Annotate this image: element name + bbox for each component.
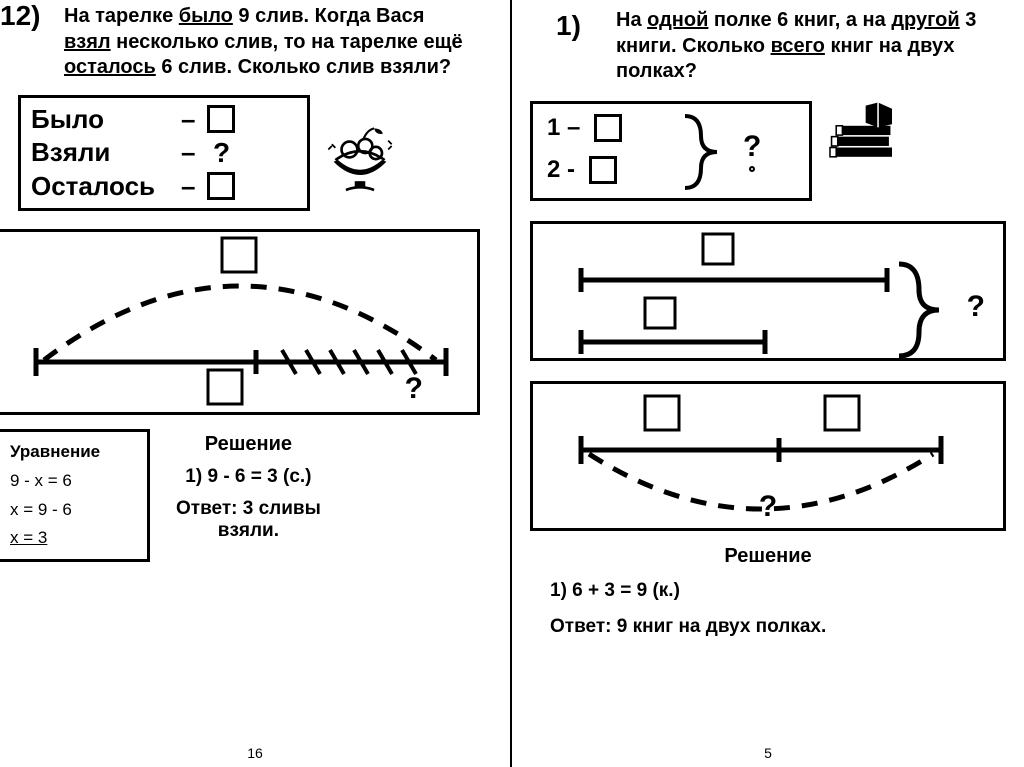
left-page: 12) На тарелке было 9 слив. Когда Вася в…	[0, 0, 512, 767]
equation-line: x = 3	[10, 524, 137, 553]
equation-line: 9 - x = 6	[10, 467, 137, 496]
solution-block: Решение 1) 9 - 6 = 3 (с.) Ответ: 3 сливы…	[176, 429, 321, 542]
equation-panel: Уравнение 9 - x = 6 x = 9 - 6 x = 3	[0, 429, 150, 563]
blank-box	[207, 172, 235, 200]
diagram-qmark: ?	[533, 490, 1003, 524]
given-panel-right: 1 – 2 - ?	[530, 101, 812, 201]
problem-number: 1)	[556, 10, 581, 42]
dash: –	[181, 137, 207, 168]
blank-box	[207, 105, 235, 133]
blank-box	[594, 114, 622, 142]
solution-title: Решение	[530, 545, 1006, 568]
dot-icon	[749, 166, 755, 172]
books-icon	[822, 101, 900, 163]
equation-line: x = 9 - 6	[10, 496, 137, 525]
page-number: 5	[512, 745, 1024, 761]
right-page: 1) На одной полке 6 книг, а на другой 3 …	[512, 0, 1024, 767]
blank-box	[589, 156, 617, 184]
solution-title: Решение	[176, 433, 321, 456]
bars-diagram: ?	[530, 221, 1006, 361]
solution-step: 1) 6 + 3 = 9 (к.)	[550, 580, 1006, 602]
brace-icon	[677, 112, 737, 192]
diagram-qmark: ?	[405, 372, 423, 406]
dash: –	[181, 171, 207, 202]
row2-label: 2 -	[547, 156, 575, 184]
problem-text-right: На одной полке 6 книг, а на другой 3 кни…	[616, 8, 1006, 85]
solution-block-right: Решение 1) 6 + 3 = 9 (к.) Ответ: 9 книг …	[530, 545, 1006, 638]
row1-label: 1 –	[547, 114, 580, 142]
solution-step: 1) 9 - 6 = 3 (с.)	[176, 466, 321, 488]
arc-diagram: ?	[0, 229, 480, 415]
qmark: ?	[207, 137, 247, 169]
answer-line: взяли.	[176, 520, 321, 542]
label-left: Осталось	[31, 171, 181, 202]
diagram-qmark: ?	[967, 290, 985, 324]
page-number: 16	[0, 745, 510, 761]
given-panel: Было – Взяли – ? Осталось –	[18, 95, 310, 211]
arc-diagram-right: ?	[530, 381, 1006, 531]
label-took: Взяли	[31, 137, 181, 168]
fruit-bowl-icon	[316, 109, 404, 197]
answer-line: Ответ: 9 книг на двух полках.	[550, 616, 1006, 638]
dash: –	[181, 104, 207, 135]
answer-line: Ответ: 3 сливы	[176, 498, 321, 520]
label-was: Было	[31, 104, 181, 135]
problem-number: 12)	[0, 0, 40, 32]
qmark: ?	[743, 130, 761, 164]
equation-title: Уравнение	[10, 438, 137, 467]
problem-text: На тарелке было 9 слив. Когда Вася взял …	[64, 4, 464, 81]
